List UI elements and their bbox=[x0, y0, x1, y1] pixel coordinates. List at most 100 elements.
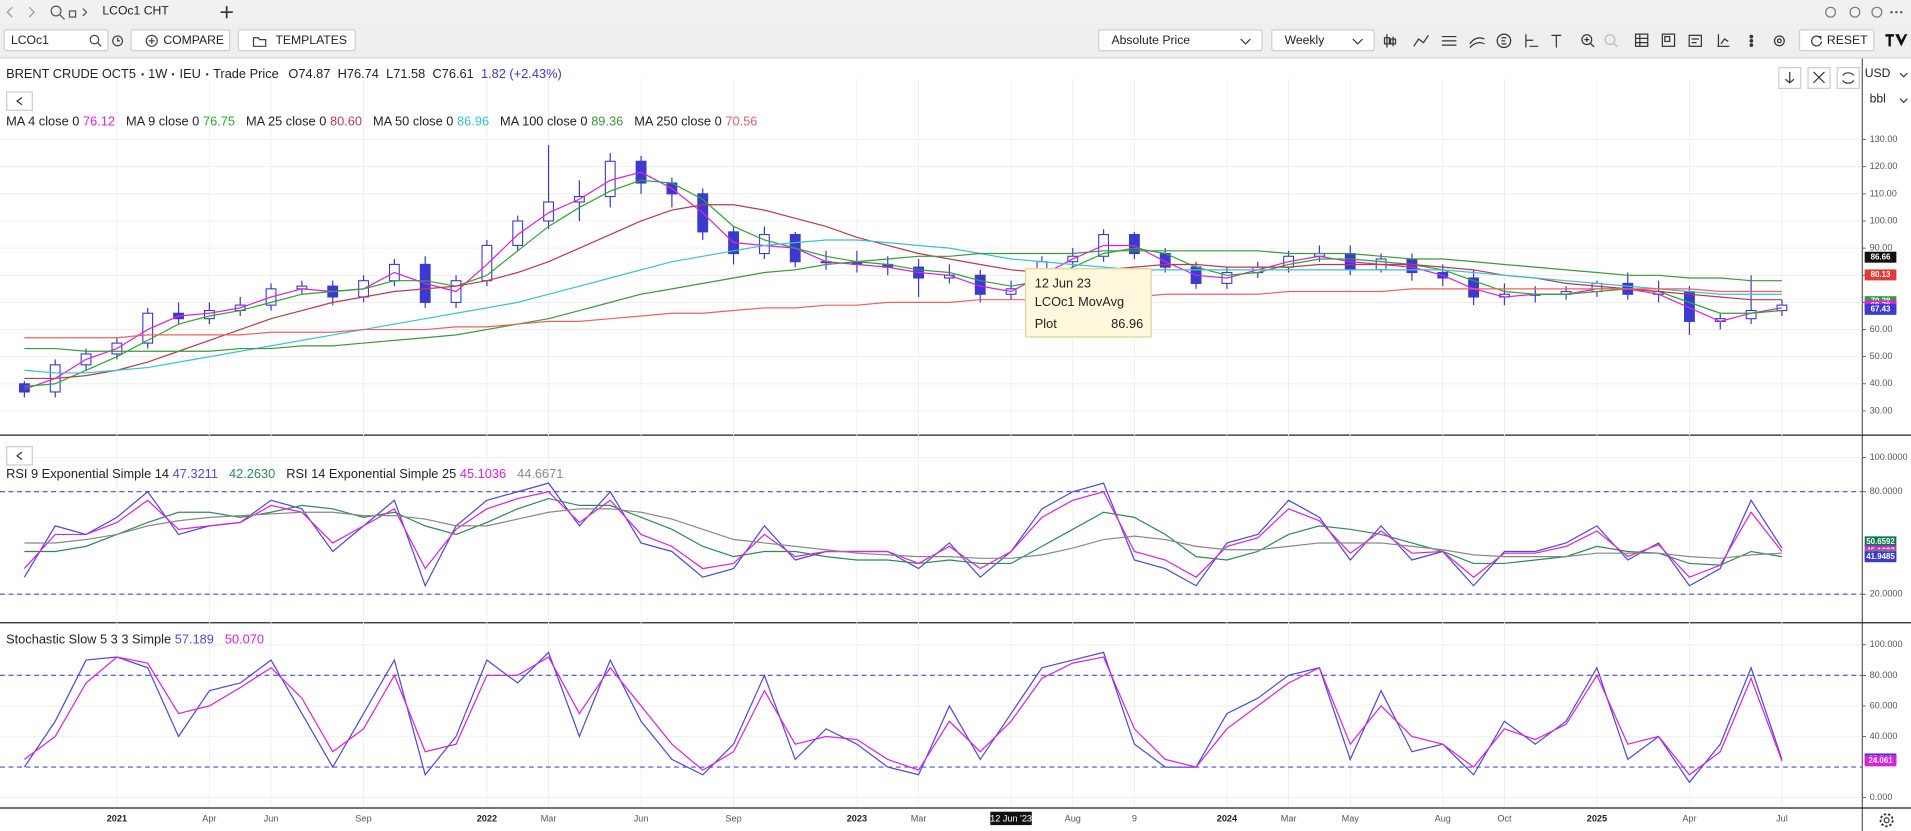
candle-body bbox=[1468, 277, 1480, 298]
ma-legend: MA 4 close 0 76.12 MA 9 close 0 76.75 MA 25 … bbox=[6, 115, 768, 130]
crosshair-label-bg bbox=[990, 811, 1032, 826]
header-change: 1.82 (+2.43%) bbox=[480, 67, 562, 82]
series-line bbox=[23, 482, 1783, 588]
settings-icon[interactable] bbox=[1878, 812, 1895, 829]
chart-background bbox=[0, 57, 1911, 831]
legend-value: 80.60 bbox=[329, 114, 363, 130]
stochastic-legend: Stochastic Slow 5 3 3 Simple 57.189 50.070 bbox=[6, 633, 275, 648]
templates-label: TEMPLATES bbox=[275, 34, 348, 48]
legend-label: MA 50 close 0 bbox=[372, 114, 454, 130]
reset-label: RESET bbox=[1826, 34, 1868, 48]
candle-body bbox=[142, 312, 154, 344]
series-line bbox=[24, 250, 1782, 352]
legend-value: 42.2630 bbox=[228, 466, 276, 482]
x-tick-label: Apr bbox=[202, 813, 216, 823]
search-lock-icons[interactable] bbox=[49, 4, 90, 21]
candle-body bbox=[758, 234, 770, 255]
y-tick-label: 110.00 bbox=[1870, 188, 1897, 198]
x-tick-label: Jun bbox=[634, 813, 649, 823]
tab-title[interactable]: LCOc1 CHT bbox=[102, 4, 169, 19]
legend-label: RSI 14 Exponential Simple 25 bbox=[286, 466, 457, 482]
series-line bbox=[24, 508, 1782, 559]
x-tick-label: Apr bbox=[1682, 813, 1696, 823]
legend-value: 45.1036 bbox=[459, 466, 507, 482]
header-close: C76.61 bbox=[432, 67, 474, 82]
x-tick-label: 2022 bbox=[477, 813, 497, 823]
new-tab[interactable] bbox=[219, 5, 234, 20]
y-tick-label: 20.0000 bbox=[1870, 589, 1903, 599]
logo bbox=[1885, 34, 1908, 47]
interval-dropdown[interactable]: Weekly bbox=[1271, 29, 1375, 52]
candle-body bbox=[1591, 282, 1603, 293]
window-icons[interactable] bbox=[1821, 5, 1909, 20]
legend-value: 50.070 bbox=[224, 632, 265, 648]
x-tick-label: 9 bbox=[1132, 813, 1137, 823]
x-tick-label: Sep bbox=[355, 813, 371, 823]
y-tick-label: 100.00 bbox=[1870, 215, 1898, 225]
series-line bbox=[24, 288, 1782, 339]
reset-button[interactable]: RESET bbox=[1798, 29, 1875, 52]
y-tick-label: 130.00 bbox=[1870, 134, 1898, 144]
legend-label: Stochastic Slow 5 3 3 Simple bbox=[6, 632, 172, 648]
search-icon bbox=[89, 34, 102, 47]
series-line bbox=[24, 239, 1782, 374]
chevron bbox=[1240, 38, 1251, 45]
series-line bbox=[24, 171, 1783, 390]
collapse-legend-button[interactable] bbox=[6, 446, 33, 466]
series-line bbox=[24, 656, 1783, 776]
compare-button[interactable]: COMPARE bbox=[130, 29, 231, 52]
price-mode-dropdown[interactable]: Absolute Price bbox=[1098, 29, 1263, 52]
x-tick-label: Sep bbox=[725, 813, 741, 823]
unit-dropdown[interactable]: bbl bbox=[1870, 93, 1910, 106]
value-tag-label: 67.43 bbox=[1871, 304, 1891, 313]
value-tags: 80.1386.6670.2868.7168.7067.4350.659245.… bbox=[1864, 251, 1897, 767]
collapse-legend-button[interactable] bbox=[6, 91, 33, 111]
header-high: H76.74 bbox=[337, 67, 379, 82]
y-tick-label: 90.00 bbox=[1870, 243, 1893, 253]
symbol-input[interactable]: LCOc1 bbox=[3, 29, 109, 52]
tooltip-value: 86.96 bbox=[1111, 316, 1144, 332]
value-tag bbox=[1864, 755, 1897, 767]
legend-label: MA 9 close 0 bbox=[126, 114, 200, 130]
chevron bbox=[1352, 38, 1363, 45]
chevron-left bbox=[16, 97, 23, 106]
candle-body bbox=[512, 220, 524, 246]
currency-dropdown[interactable]: USD bbox=[1865, 67, 1910, 80]
x-tick-label: 12 Jun '23 bbox=[990, 813, 1032, 823]
chart-action-buttons[interactable] bbox=[1778, 67, 1861, 89]
series-line bbox=[24, 179, 1782, 388]
legend-value: 70.56 bbox=[725, 114, 758, 130]
legend-label: MA 4 close 0 bbox=[6, 114, 80, 130]
x-tick-label: Mar bbox=[541, 813, 557, 823]
value-tag-label: 80.13 bbox=[1871, 270, 1891, 279]
compare-label: COMPARE bbox=[163, 34, 225, 48]
x-tick-label: 2023 bbox=[847, 813, 867, 823]
legend-value: 57.189 bbox=[174, 632, 214, 648]
x-tick-label: Jun bbox=[264, 813, 279, 823]
currency-label: USD bbox=[1864, 67, 1891, 81]
x-tick-label: May bbox=[1342, 813, 1360, 823]
interval-label: Weekly bbox=[1284, 34, 1325, 48]
tool-icons[interactable] bbox=[1382, 32, 1792, 50]
legend-label: MA 100 close 0 bbox=[500, 114, 588, 130]
value-tag-label: 41.9485 bbox=[1866, 552, 1895, 561]
nav-arrows[interactable] bbox=[5, 5, 42, 20]
tooltip-series: LCOc1 MovAvg bbox=[1034, 294, 1125, 310]
legend-value: 86.96 bbox=[457, 114, 490, 130]
rsi-legend: RSI 9 Exponential Simple 14 47.3211 42.263… bbox=[6, 467, 574, 482]
candle-body bbox=[1406, 258, 1418, 274]
x-tick-label: 2021 bbox=[107, 813, 127, 823]
legend-label: MA 250 close 0 bbox=[634, 114, 722, 130]
y-tick-label: 80.000 bbox=[1870, 670, 1898, 680]
x-tick-label: Oct bbox=[1497, 813, 1512, 823]
y-tick-label: 60.000 bbox=[1870, 700, 1898, 710]
legend-value: 76.75 bbox=[202, 114, 235, 130]
candle-body bbox=[543, 201, 554, 222]
templates-button[interactable]: TEMPLATES bbox=[237, 29, 356, 52]
plot bbox=[18, 145, 1788, 784]
history-icon[interactable] bbox=[111, 34, 124, 47]
series-line bbox=[24, 204, 1782, 380]
value-tag bbox=[1864, 551, 1897, 563]
